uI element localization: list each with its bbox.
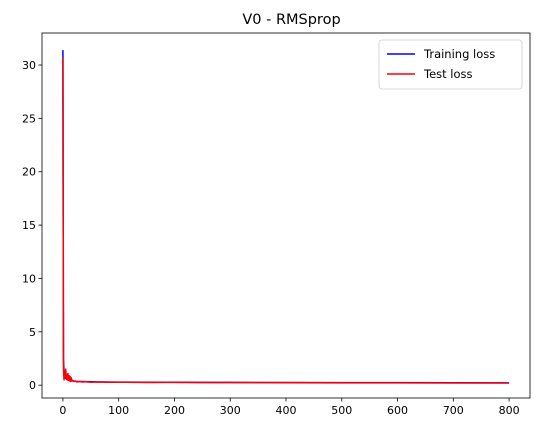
- x-tick-label: 100: [108, 404, 129, 417]
- y-tick-label: 25: [22, 112, 36, 125]
- axes: 0 100 200 300 400 500 600 700 800 0 5 10 15 20 25 30: [22, 32, 531, 417]
- y-tick-label: 15: [22, 219, 36, 232]
- x-tick-label: 600: [387, 404, 408, 417]
- legend: Training loss Test loss: [378, 39, 523, 90]
- series-line-test-loss: [62, 57, 510, 384]
- y-tick-label: 0: [29, 379, 36, 392]
- x-tick-label: 300: [220, 404, 241, 417]
- y-tick-label: 30: [22, 59, 36, 72]
- x-tick-label: 700: [443, 404, 464, 417]
- y-tick-label: 20: [22, 166, 36, 179]
- legend-box: [378, 39, 523, 90]
- legend-label-training-loss: Training loss: [423, 47, 495, 61]
- x-tick-label: 400: [276, 404, 297, 417]
- x-tick-label: 0: [59, 404, 66, 417]
- series-line-training-loss: [62, 50, 510, 384]
- legend-label-test-loss: Test loss: [423, 67, 473, 81]
- y-tick-label: 5: [29, 326, 36, 339]
- chart-title: V0 - RMSprop: [242, 12, 340, 28]
- y-tick-label: 10: [22, 272, 36, 285]
- x-tick-label: 800: [499, 404, 520, 417]
- x-tick-label: 500: [331, 404, 352, 417]
- x-tick-label: 200: [164, 404, 185, 417]
- plot-area: [62, 50, 510, 384]
